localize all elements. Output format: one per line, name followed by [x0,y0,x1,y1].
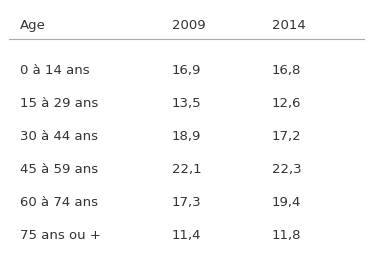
Text: 15 à 29 ans: 15 à 29 ans [20,97,98,110]
Text: 16,9: 16,9 [172,64,201,77]
Text: 60 à 74 ans: 60 à 74 ans [20,196,98,209]
Text: 2009: 2009 [172,19,205,32]
Text: Age: Age [20,19,46,32]
Text: 75 ans ou +: 75 ans ou + [20,229,101,242]
Text: 16,8: 16,8 [272,64,301,77]
Text: 17,3: 17,3 [172,196,201,209]
Text: 18,9: 18,9 [172,130,201,143]
Text: 22,1: 22,1 [172,163,201,176]
Text: 2014: 2014 [272,19,305,32]
Text: 30 à 44 ans: 30 à 44 ans [20,130,98,143]
Text: 11,4: 11,4 [172,229,201,242]
Text: 19,4: 19,4 [272,196,301,209]
Text: 45 à 59 ans: 45 à 59 ans [20,163,98,176]
Text: 11,8: 11,8 [272,229,301,242]
Text: 0 à 14 ans: 0 à 14 ans [20,64,90,77]
Text: 17,2: 17,2 [272,130,301,143]
Text: 22,3: 22,3 [272,163,301,176]
Text: 13,5: 13,5 [172,97,201,110]
Text: 12,6: 12,6 [272,97,301,110]
